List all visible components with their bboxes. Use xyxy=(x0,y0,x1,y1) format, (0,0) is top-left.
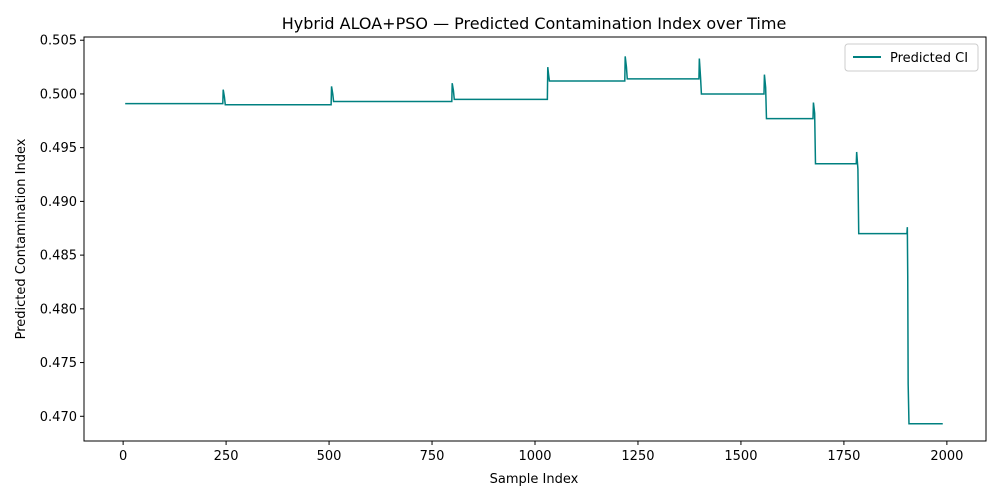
legend: Predicted CI xyxy=(844,43,979,72)
plot-frame xyxy=(83,36,987,442)
plot-area xyxy=(84,37,986,441)
y-tick-label-7: 0.505 xyxy=(40,34,77,49)
legend-box xyxy=(844,43,979,72)
x-tick-label-4: 1000 xyxy=(518,449,551,464)
x-tick-label-3: 750 xyxy=(420,449,445,464)
x-tick-label-2: 500 xyxy=(317,449,342,464)
y-tick-label-6: 0.500 xyxy=(40,87,77,102)
legend-label: Predicted CI xyxy=(890,51,968,66)
x-tick-label-7: 1750 xyxy=(827,449,860,464)
y-tick-label-2: 0.480 xyxy=(40,302,77,317)
y-tick-label-3: 0.485 xyxy=(40,249,77,264)
x-axis: 0 250 500 750 1000 1250 1500 1750 2000 xyxy=(119,441,963,464)
y-tick-label-0: 0.470 xyxy=(40,410,77,425)
y-axis-title: Predicted Contamination Index xyxy=(14,138,29,339)
x-tick-label-8: 2000 xyxy=(930,449,963,464)
y-tick-label-4: 0.490 xyxy=(40,195,77,210)
x-tick-label-5: 1250 xyxy=(621,449,654,464)
y-tick-label-5: 0.495 xyxy=(40,141,77,156)
series-line-0 xyxy=(125,56,943,425)
x-tick-label-6: 1500 xyxy=(724,449,757,464)
series-layer xyxy=(125,56,943,425)
y-tick-label-1: 0.475 xyxy=(40,356,77,371)
x-tick-label-1: 250 xyxy=(214,449,239,464)
chart-title: Hybrid ALOA+PSO — Predicted Contaminatio… xyxy=(282,14,787,33)
y-axis: 0.470 0.475 0.480 0.485 0.490 0.495 0.500 0.505 xyxy=(40,34,84,425)
x-axis-title: Sample Index xyxy=(490,472,579,487)
x-tick-label-0: 0 xyxy=(119,449,127,464)
